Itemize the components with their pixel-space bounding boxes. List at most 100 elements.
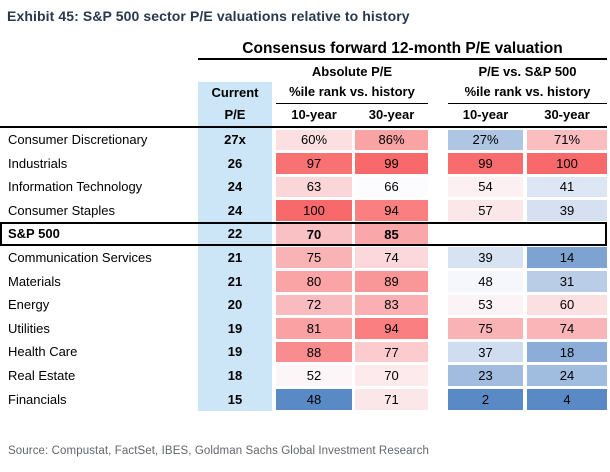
column-header-abs-10yr: 10-year — [291, 107, 337, 122]
table-row: Real Estate 18 52 70 23 24 — [0, 363, 607, 388]
table-row: Energy 20 72 83 53 60 — [0, 293, 607, 317]
sector-name: Energy — [8, 297, 50, 313]
sector-name: Financials — [8, 391, 67, 407]
current-pe-header-line1: Current — [211, 85, 259, 100]
sector-name: Consumer Staples — [8, 202, 115, 218]
source-note: Source: Compustat, FactSet, IBES, Goldma… — [8, 445, 429, 457]
pctile-cell-abs-10yr: 63 — [276, 176, 352, 198]
sector-name: Communication Services — [8, 249, 152, 265]
pctile-cell-vs-10yr: 27% — [448, 129, 523, 151]
pctile-cell-vs-10yr: 75 — [448, 318, 523, 339]
table-row: S&P 500 22 70 85 — [0, 222, 607, 246]
pctile-cell-vs-30yr: 60 — [527, 294, 607, 316]
pctile-cell-abs-30yr: 94 — [355, 200, 428, 221]
pctile-cell-abs-10yr: 97 — [276, 153, 352, 174]
sector-name: Industrials — [8, 155, 68, 171]
pctile-cell-abs-30yr: 83 — [355, 294, 428, 316]
pctile-cell-vs-10yr — [448, 224, 523, 245]
sector-name: S&P 500 — [8, 226, 60, 242]
column-header-vs-10yr: 10-year — [462, 107, 509, 122]
pctile-cell-abs-10yr: 52 — [276, 365, 352, 387]
current-pe-cell: 27x — [198, 128, 272, 152]
table-row: Financials 15 48 71 2 4 — [0, 387, 607, 412]
sector-name: Information Technology — [8, 179, 143, 195]
current-pe-cell: 26 — [198, 151, 272, 176]
pctile-cell-vs-30yr: 4 — [527, 389, 607, 410]
current-pe-header-line2: P/E — [224, 107, 246, 122]
pctile-cell-vs-30yr: 74 — [527, 318, 607, 339]
pctile-cell-abs-30yr: 99 — [355, 153, 428, 174]
pctile-cell-vs-10yr: 57 — [448, 200, 523, 221]
current-pe-cell: 21 — [198, 245, 272, 270]
pctile-cell-abs-10yr: 100 — [276, 200, 352, 221]
pctile-cell-vs-10yr: 23 — [448, 365, 523, 387]
current-pe-cell: 19 — [198, 340, 272, 364]
pctile-cell-vs-10yr: 37 — [448, 341, 523, 363]
table-row: Utilities 19 81 94 75 74 — [0, 316, 607, 341]
table-row: Industrials 26 97 99 99 100 — [0, 151, 607, 176]
pctile-cell-abs-30yr: 70 — [355, 365, 428, 387]
exhibit-title: Exhibit 45: S&P 500 sector P/E valuation… — [7, 8, 410, 24]
pctile-cell-vs-30yr: 31 — [527, 271, 607, 292]
pctile-cell-abs-30yr: 86% — [355, 129, 428, 151]
column-header-vs-30yr: 30-year — [544, 107, 590, 122]
pctile-cell-vs-30yr: 24 — [527, 365, 607, 387]
pctile-cell-abs-10yr: 75 — [276, 247, 352, 269]
sector-name: Utilities — [8, 320, 50, 336]
table-row: Consumer Discretionary 27x 60% 86% 27% 7… — [0, 128, 607, 152]
pctile-cell-abs-10yr: 72 — [276, 294, 352, 316]
current-pe-cell: 18 — [198, 363, 272, 388]
pctile-cell-vs-10yr: 2 — [448, 389, 523, 410]
pctile-cell-abs-10yr: 48 — [276, 389, 352, 410]
pctile-rank-header-relative: %ile rank vs. history — [448, 82, 607, 104]
pctile-cell-vs-30yr: 41 — [527, 176, 607, 198]
current-pe-cell: 21 — [198, 269, 272, 294]
table-header: Consensus forward 12-month P/E valuation… — [0, 39, 607, 128]
column-header-abs-30yr: 30-year — [368, 107, 415, 122]
table-row: Materials 21 80 89 48 31 — [0, 269, 607, 294]
group-header-pe-vs-sp500: P/E vs. S&P 500 — [478, 64, 577, 79]
pctile-cell-abs-30yr: 66 — [355, 176, 428, 198]
table-body: Consumer Discretionary 27x 60% 86% 27% 7… — [0, 128, 607, 412]
pctile-cell-abs-30yr: 74 — [355, 247, 428, 269]
current-pe-cell: 22 — [198, 222, 272, 246]
sector-name: Health Care — [8, 344, 78, 360]
sector-name: Materials — [8, 273, 61, 289]
group-header-absolute-pe: Absolute P/E — [311, 64, 393, 79]
table-row: Consumer Staples 24 100 94 57 39 — [0, 198, 607, 223]
pctile-cell-abs-30yr: 85 — [355, 223, 428, 245]
table-row: Information Technology 24 63 66 54 41 — [0, 175, 607, 199]
pctile-cell-abs-30yr: 77 — [355, 341, 428, 363]
pctile-cell-abs-10yr: 80 — [276, 271, 352, 292]
pctile-cell-abs-10yr: 88 — [276, 341, 352, 363]
pe-valuation-table: Consensus forward 12-month P/E valuation… — [0, 39, 607, 412]
current-pe-cell: 20 — [198, 293, 272, 317]
current-pe-cell: 24 — [198, 175, 272, 199]
pctile-rank-header-absolute: %ile rank vs. history — [276, 82, 428, 104]
pctile-cell-vs-10yr: 39 — [448, 247, 523, 269]
current-pe-cell: 24 — [198, 198, 272, 223]
sector-name: Real Estate — [8, 367, 76, 383]
pctile-cell-vs-30yr: 71% — [527, 129, 607, 151]
pctile-cell-vs-10yr: 53 — [448, 294, 523, 316]
sector-name: Consumer Discretionary — [8, 132, 148, 147]
pctile-cell-vs-30yr: 39 — [527, 200, 607, 221]
pctile-cell-vs-10yr: 54 — [448, 176, 523, 198]
pctile-cell-abs-30yr: 94 — [355, 318, 428, 339]
pctile-cell-abs-10yr: 70 — [276, 223, 352, 245]
pctile-cell-vs-10yr: 99 — [448, 153, 523, 174]
pctile-cell-vs-30yr: 18 — [527, 341, 607, 363]
current-pe-cell: 19 — [198, 316, 272, 341]
current-pe-cell: 15 — [198, 387, 272, 412]
table-headline: Consensus forward 12-month P/E valuation — [198, 39, 607, 60]
pctile-cell-abs-10yr: 60% — [276, 129, 352, 151]
pctile-cell-abs-30yr: 71 — [355, 389, 428, 410]
current-pe-column-header: Current P/E — [198, 82, 272, 126]
table-row: Communication Services 21 75 74 39 14 — [0, 245, 607, 270]
pctile-cell-vs-30yr: 14 — [527, 247, 607, 269]
pctile-cell-vs-30yr — [527, 224, 607, 245]
table-row: Health Care 19 88 77 37 18 — [0, 340, 607, 364]
pctile-cell-vs-30yr: 100 — [527, 153, 607, 174]
pctile-cell-vs-10yr: 48 — [448, 271, 523, 292]
pctile-cell-abs-10yr: 81 — [276, 318, 352, 339]
